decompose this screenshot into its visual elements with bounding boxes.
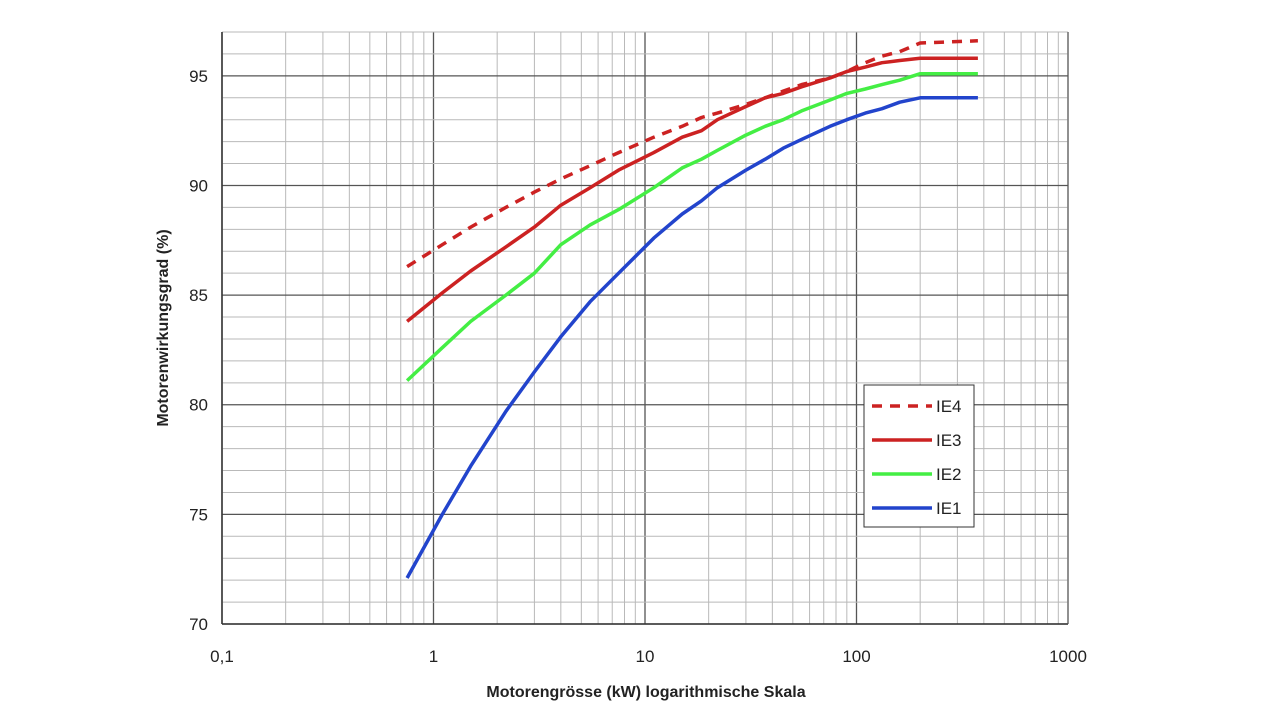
legend-label-ie2: IE2 [936, 465, 962, 484]
y-tick-label: 95 [189, 67, 208, 86]
y-tick-label: 75 [189, 505, 208, 524]
y-tick-label: 70 [189, 615, 208, 634]
series-line-ie1 [405, 96, 978, 579]
series-line-ie2 [405, 71, 978, 382]
x-tick-label: 100 [842, 647, 870, 666]
series-line-ie4 [406, 39, 978, 269]
legend: IE4 IE3 IE2 IE1 [863, 384, 975, 528]
y-tick-label: 85 [189, 286, 208, 305]
y-axis-title: Motorenwirkungsgrad (%) [155, 229, 172, 426]
series-lines [405, 39, 978, 579]
y-tick-label: 80 [189, 396, 208, 415]
x-tick-label: 10 [636, 647, 655, 666]
x-tick-label: 1000 [1049, 647, 1087, 666]
legend-box [863, 384, 975, 528]
x-tick-label: 1 [429, 647, 438, 666]
x-axis-title: Motorengrösse (kW) logarithmische Skala [486, 684, 805, 701]
x-tick-label: 0,1 [210, 647, 234, 666]
series-line-ie3 [405, 56, 978, 323]
grid [221, 31, 1069, 625]
legend-label-ie3: IE3 [936, 431, 962, 450]
y-tick-label: 90 [189, 176, 208, 195]
legend-label-ie4: IE4 [936, 397, 962, 416]
legend-label-ie1: IE1 [936, 499, 962, 518]
x-tick-labels: 0,1 1 10 100 1000 [210, 647, 1087, 666]
y-tick-labels: 70 75 80 85 90 95 [189, 67, 208, 634]
